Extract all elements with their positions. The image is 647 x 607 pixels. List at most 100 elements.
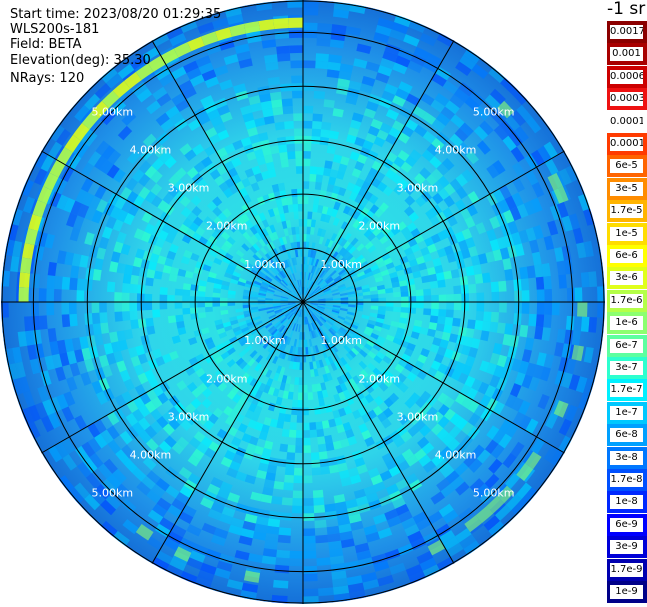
range-gate-cell (475, 222, 487, 235)
range-gate-cell (386, 151, 398, 163)
range-gate-cell (250, 491, 263, 502)
range-gate-cell (314, 406, 321, 415)
range-gate-cell (396, 373, 407, 383)
range-gate-cell (468, 246, 479, 258)
range-gate-cell (305, 347, 309, 355)
range-gate-cell (124, 329, 134, 340)
range-gate-cell (326, 278, 334, 285)
range-gate-cell (292, 361, 297, 370)
range-gate-cell (284, 413, 292, 423)
range-gate-cell (80, 371, 92, 386)
range-gate-cell (375, 317, 385, 324)
range-gate-cell (484, 384, 497, 398)
range-gate-cell (340, 438, 350, 448)
range-gate-cell (378, 297, 387, 302)
range-gate-cell (278, 144, 288, 153)
range-gate-cell (455, 481, 470, 496)
range-gate-cell (213, 527, 229, 539)
range-gate-cell (353, 344, 362, 353)
range-gate-cell (313, 285, 320, 292)
range-gate-cell (445, 309, 454, 318)
colorbar-label: 0.0001 (610, 137, 643, 151)
range-gate-cell (206, 201, 218, 212)
range-gate-cell (278, 333, 285, 342)
range-gate-cell (381, 323, 391, 330)
range-gate-cell (288, 361, 294, 370)
range-gate-cell (265, 275, 273, 282)
range-gate-cell (150, 170, 163, 184)
range-gate-cell (392, 497, 406, 509)
range-gate-cell (407, 237, 418, 248)
range-gate-cell (530, 149, 545, 167)
range-gate-cell (207, 508, 222, 521)
range-gate-cell (537, 393, 550, 410)
range-gate-cell (306, 316, 309, 325)
range-gate-cell (357, 187, 368, 198)
range-gate-cell (241, 372, 250, 382)
range-gate-cell (287, 313, 294, 320)
range-gate-cell (362, 287, 371, 293)
range-gate-cell (257, 324, 266, 331)
range-gate-cell (88, 345, 99, 359)
range-gate-cell (347, 467, 359, 478)
range-gate-cell (488, 67, 506, 84)
range-gate-cell (377, 17, 394, 30)
range-gate-cell (403, 34, 420, 47)
range-gate-cell (63, 391, 76, 407)
range-gate-cell (429, 156, 442, 169)
range-gate-cell (99, 312, 108, 324)
range-gate-cell (296, 241, 301, 250)
range-gate-cell (217, 104, 230, 116)
range-gate-cell (153, 144, 167, 158)
range-gate-cell (465, 237, 476, 249)
range-gate-cell (276, 323, 283, 331)
range-gate-cell (254, 320, 263, 326)
range-gate-cell (303, 181, 310, 189)
range-gate-cell (146, 536, 164, 551)
range-gate-cell (220, 244, 230, 253)
range-gate-cell (244, 474, 257, 485)
range-gate-cell (556, 201, 569, 219)
range-gate-cell (69, 227, 81, 242)
range-gate-cell (422, 130, 437, 144)
range-gate-cell (343, 320, 352, 326)
range-gate-cell (324, 160, 333, 170)
colorbar-swatch: 1.7e-7 (607, 379, 647, 402)
range-gate-cell (267, 518, 281, 528)
range-gate-cell (316, 557, 331, 566)
range-gate-cell (332, 308, 340, 312)
range-gate-cell (270, 317, 278, 323)
range-gate-cell (485, 251, 496, 263)
range-gate-cell (248, 553, 263, 563)
range-gate-cell (454, 462, 469, 476)
range-gate-cell (303, 543, 317, 552)
range-gate-cell (195, 353, 205, 363)
range-gate-cell (445, 100, 460, 115)
range-gate-cell (200, 436, 213, 448)
range-gate-cell (272, 303, 281, 306)
range-gate-cell (558, 274, 567, 289)
range-gate-cell (459, 384, 472, 397)
colorbar-swatch: 0.001 (607, 43, 647, 66)
range-gate-cell (182, 217, 194, 228)
range-gate-cell (410, 243, 421, 253)
range-gate-cell (277, 182, 286, 192)
range-gate-cell (85, 267, 95, 280)
range-gate-cell (235, 446, 247, 458)
range-gate-cell (184, 149, 197, 162)
range-gate-cell (381, 452, 394, 464)
range-gate-cell (308, 291, 315, 297)
range-gate-cell (311, 242, 316, 251)
range-gate-cell (583, 208, 595, 226)
range-gate-cell (359, 349, 368, 358)
range-gate-cell (476, 302, 485, 312)
range-gate-cell (223, 240, 233, 249)
range-gate-cell (236, 314, 245, 320)
range-gate-cell (359, 396, 369, 407)
range-gate-cell (68, 302, 77, 315)
range-gate-cell (144, 400, 157, 413)
range-gate-cell (407, 60, 423, 74)
range-gate-cell (544, 302, 553, 316)
range-gate-cell (427, 243, 437, 254)
range-gate-cell (449, 94, 465, 109)
